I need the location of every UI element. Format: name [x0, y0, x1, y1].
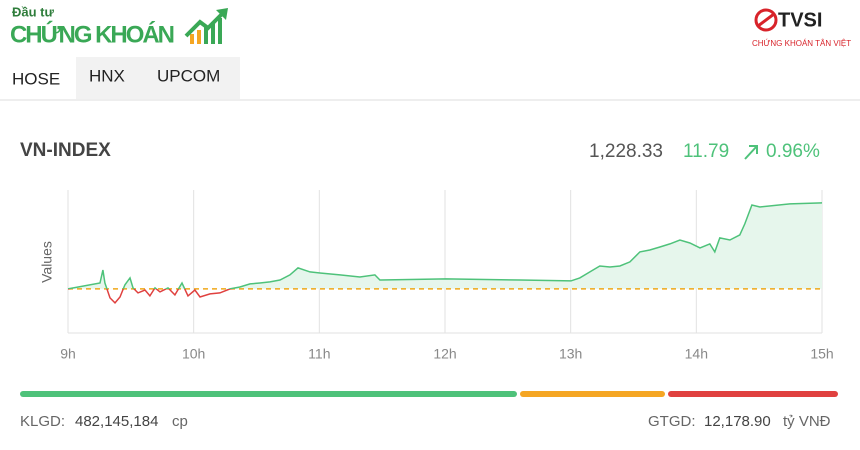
- x-tick-label: 9h: [60, 346, 76, 362]
- brand: CHỨNG KHOÁN: [10, 20, 175, 48]
- up-arrow-icon: [744, 145, 758, 160]
- breadth-segment: [668, 391, 838, 397]
- tab-active-bg: [0, 57, 76, 99]
- value-unit: tỷ VNĐ: [783, 413, 831, 430]
- x-tick-label: 15h: [810, 346, 833, 362]
- breadth-segment: [520, 391, 665, 397]
- x-tick-label: 14h: [685, 346, 708, 362]
- partner-logo: [754, 8, 778, 32]
- tab[interactable]: HOSE: [12, 69, 60, 88]
- area: [68, 202, 822, 289]
- partner-sub: CHỨNG KHOÁN TÂN VIỆT: [752, 39, 851, 48]
- value-label: GTGD:: [648, 413, 696, 430]
- breadth-segment: [20, 391, 517, 397]
- x-tick-label: 10h: [182, 346, 205, 362]
- trade-value: 12,178.90: [704, 413, 771, 430]
- x-tick-label: 12h: [433, 346, 456, 362]
- y-axis-label: Values: [39, 241, 55, 283]
- index-change: 11.79: [683, 141, 729, 162]
- volume-label: KLGD:: [20, 413, 65, 430]
- volume: 482,145,184: [75, 413, 158, 430]
- brand-small: Đầu tư: [12, 4, 55, 19]
- x-tick-label: 13h: [559, 346, 582, 362]
- index-price: 1,228.33: [589, 141, 663, 162]
- x-tick-label: 11h: [308, 346, 330, 362]
- index-name: VN-INDEX: [20, 140, 111, 161]
- index-percent: 0.96%: [766, 141, 820, 162]
- tab[interactable]: HNX: [89, 66, 125, 85]
- brand-icon: [184, 8, 228, 44]
- partner-name: TVSI: [778, 9, 822, 31]
- tab[interactable]: UPCOM: [157, 66, 220, 85]
- volume-unit: cp: [172, 413, 188, 430]
- price-line: [67, 202, 823, 305]
